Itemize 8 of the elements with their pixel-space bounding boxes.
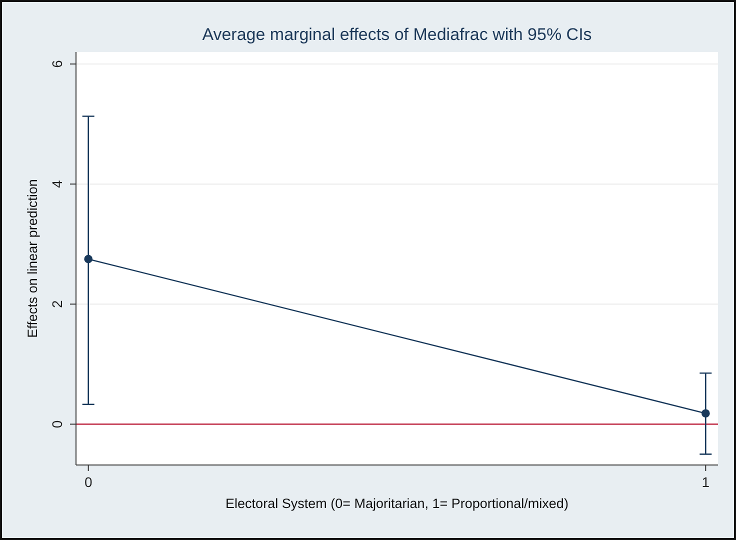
y-tick-label: 0 [49,420,65,428]
y-tick-label: 4 [49,180,65,188]
y-tick-label: 2 [49,300,65,308]
y-axis-title: Effects on linear prediction [25,179,40,338]
y-tick-label: 6 [49,60,65,68]
x-axis-title: Electoral System (0= Majoritarian, 1= Proportional/mixed) [226,496,568,511]
chart-title: Average marginal effects of Mediafrac with 95% CIs [202,25,592,44]
x-tick-label: 1 [702,474,710,490]
